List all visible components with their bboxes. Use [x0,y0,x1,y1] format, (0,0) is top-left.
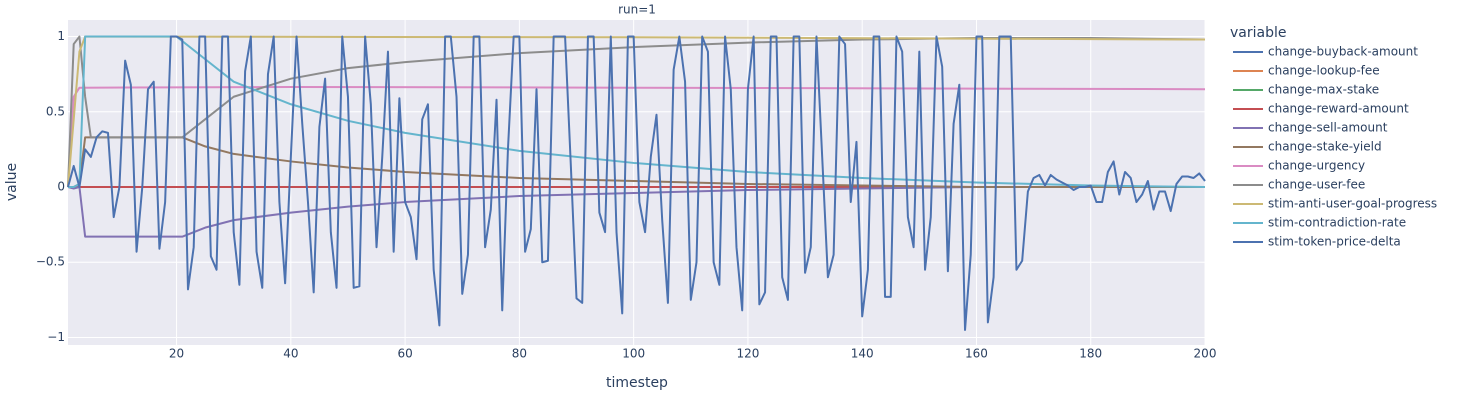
y-tick-label: −0.5 [36,255,65,269]
y-tick-label: 0 [57,180,65,194]
legend-label: change-sell-amount [1268,121,1388,135]
plot-area [68,20,1205,345]
x-tick-label: 120 [736,347,759,361]
legend-label: change-buyback-amount [1268,45,1418,59]
legend-label: change-urgency [1268,159,1365,173]
legend-label: change-lookup-fee [1268,64,1380,78]
legend-label: change-reward-amount [1268,102,1409,116]
x-tick-label: 160 [965,347,988,361]
chart-title: run=1 [618,3,656,17]
legend-item[interactable]: change-user-fee [1233,178,1365,192]
series-line [67,35,1206,331]
legend-item[interactable]: change-buyback-amount [1233,45,1418,59]
legend-item[interactable]: change-reward-amount [1233,102,1409,116]
x-tick-label: 20 [169,347,184,361]
x-axis-label: timestep [606,375,668,391]
x-tick-label: 200 [1194,347,1217,361]
legend: change-buyback-amount change-lookup-fee ch… [1233,45,1437,249]
series-line [67,85,1206,188]
legend-label: change-user-fee [1268,178,1365,192]
series-line [68,136,1205,189]
legend-item[interactable]: change-stake-yield [1233,140,1382,154]
x-tick-label: 60 [397,347,412,361]
x-tick-label: 140 [851,347,874,361]
legend-label: change-max-stake [1268,83,1379,97]
legend-item[interactable]: stim-token-price-delta [1233,235,1401,249]
legend-item[interactable]: change-urgency [1233,159,1365,173]
x-tick-label: 40 [283,347,298,361]
series-line [67,186,1205,238]
legend-item[interactable]: change-lookup-fee [1233,64,1380,78]
legend-label: change-stake-yield [1268,140,1382,154]
legend-title: variable [1230,25,1286,41]
x-tick-label: 180 [1079,347,1102,361]
legend-label: stim-contradiction-rate [1268,216,1406,230]
x-tick-label: 100 [622,347,645,361]
legend-label: stim-token-price-delta [1268,235,1401,249]
y-tick-label: −1 [47,330,65,344]
y-tick-label: 1 [57,29,65,43]
legend-item[interactable]: stim-anti-user-goal-progress [1233,197,1437,211]
x-tick-label: 80 [512,347,527,361]
legend-item[interactable]: change-sell-amount [1233,121,1388,135]
lines [67,35,1206,331]
legend-item[interactable]: change-max-stake [1233,83,1379,97]
legend-label: stim-anti-user-goal-progress [1268,197,1437,211]
y-axis-label: value [4,163,20,201]
legend-item[interactable]: stim-contradiction-rate [1233,216,1406,230]
y-tick-label: 0.5 [46,104,65,118]
